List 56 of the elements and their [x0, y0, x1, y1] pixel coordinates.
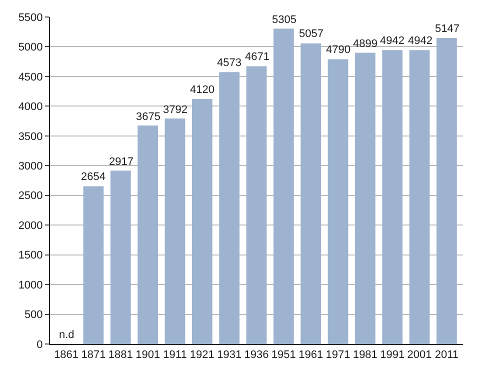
- x-tick-label: 1901: [136, 349, 160, 362]
- bar: [409, 50, 430, 344]
- bar: [164, 118, 186, 344]
- x-tick-label: 1861: [54, 349, 79, 362]
- data-label: 4942: [408, 35, 432, 47]
- data-label: 3792: [163, 104, 188, 116]
- y-tick-label: 3000: [18, 160, 43, 172]
- data-label: 2917: [109, 156, 134, 168]
- data-label: 2654: [81, 171, 106, 183]
- bar: [382, 50, 403, 344]
- x-tick-label: 1936: [244, 349, 269, 362]
- y-tick-label: 4500: [18, 71, 43, 84]
- bar: [436, 38, 457, 344]
- x-tick-label: 1921: [190, 349, 214, 362]
- bar: [246, 66, 267, 344]
- bar: [138, 126, 158, 344]
- y-tick-label: 3500: [18, 130, 43, 143]
- data-label: 4120: [190, 84, 214, 96]
- data-label: 3675: [136, 111, 160, 123]
- y-tick-label: 5000: [18, 42, 43, 54]
- x-tick-label: 1931: [217, 349, 242, 362]
- x-tick-label: 1961: [298, 349, 324, 362]
- y-tick-label: 2500: [18, 190, 43, 202]
- data-label: 4573: [217, 57, 242, 69]
- bar: [192, 99, 212, 344]
- data-label: 5057: [299, 28, 324, 40]
- y-tick-label: 0: [36, 338, 43, 351]
- x-tick-label: 1981: [352, 349, 378, 362]
- bar: [355, 52, 376, 344]
- bar: [219, 72, 240, 344]
- data-label: 4899: [353, 38, 378, 50]
- x-tick-label: 1871: [81, 349, 106, 362]
- data-label: 5147: [435, 23, 460, 35]
- x-tick-label: 1971: [326, 349, 350, 362]
- y-tick-label: 4000: [18, 101, 43, 114]
- bar: [83, 186, 104, 344]
- text: n.d: [59, 329, 74, 341]
- data-label: 4790: [326, 44, 350, 56]
- y-tick-label: 500: [24, 309, 43, 322]
- bar: [273, 28, 294, 344]
- y-tick-label: 1500: [18, 250, 43, 262]
- x-tick-label: 2001: [407, 349, 432, 362]
- y-tick-label: 2000: [18, 220, 43, 232]
- data-label: 4942: [380, 35, 404, 47]
- y-tick-label: 5500: [18, 12, 43, 24]
- bar: [300, 43, 322, 344]
- data-label: 5305: [272, 14, 296, 26]
- y-tick-label: 1000: [18, 279, 43, 292]
- x-tick-label: 1951: [271, 349, 296, 362]
- x-tick-label: 1881: [108, 349, 133, 362]
- x-tick-label: 2011: [434, 349, 459, 362]
- bar: [110, 170, 131, 344]
- x-tick-label: 1991: [380, 349, 405, 362]
- bar: [328, 59, 348, 344]
- x-tick-label: 1911: [163, 349, 187, 362]
- data-label: 4671: [245, 51, 270, 63]
